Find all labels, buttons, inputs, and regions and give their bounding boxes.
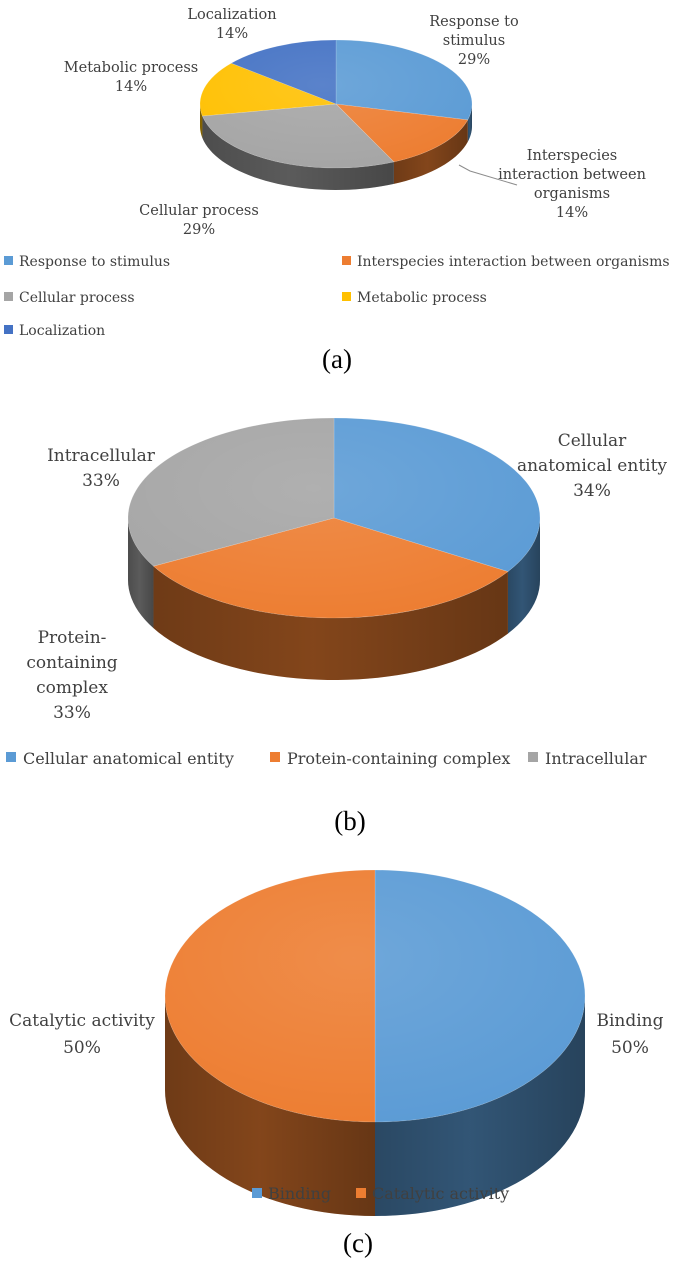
- chart-a-caption: (a): [322, 344, 352, 374]
- pie-side-shade: [165, 996, 375, 1216]
- legend-entry: Protein-containing complex: [287, 749, 510, 768]
- pie-side-shade: [200, 104, 203, 138]
- legend-entry: Cellular anatomical entity: [23, 749, 234, 768]
- chart-b-label-protein: Protein-containing complex 33%: [26, 628, 117, 723]
- legend-entry: Intracellular: [545, 749, 647, 768]
- pie-top-sheen: [200, 40, 472, 168]
- chart-a-legend: Response to stimulus Interspecies intera…: [4, 254, 670, 339]
- pie-top-sheen: [128, 418, 540, 618]
- chart-b-caption: (b): [334, 806, 365, 836]
- legend-entry: Response to stimulus: [19, 254, 170, 270]
- legend-swatch: [4, 292, 13, 301]
- legend-entry: Localization: [19, 323, 105, 339]
- legend-swatch: [6, 752, 16, 762]
- chart-a-leader-line: [458, 164, 518, 186]
- legend-swatch: [270, 752, 280, 762]
- chart-a-label-cellular: Cellular process 29%: [139, 203, 259, 238]
- legend-entry: Binding: [268, 1184, 331, 1203]
- pie-side-shade: [375, 996, 585, 1216]
- pie-side-shade: [128, 518, 154, 629]
- legend-swatch: [4, 325, 13, 334]
- chart-c-caption: (c): [343, 1228, 373, 1258]
- pie-side-shade: [153, 566, 508, 680]
- chart-a-label-response: Response to stimulus 29%: [429, 14, 518, 68]
- pie-side-shade: [507, 518, 540, 634]
- chart-a-label-localization: Localization 14%: [187, 7, 276, 42]
- chart-b-label-intracellular: Intracellular 33%: [47, 446, 156, 491]
- chart-a: Localization 14% Metabolic process 14% Res…: [4, 7, 670, 374]
- chart-a-pie: [199, 39, 473, 190]
- chart-a-label-interspecies: Interspecies interaction between organisms…: [498, 148, 646, 221]
- legend-swatch: [252, 1188, 262, 1198]
- pie-side-shade: [202, 115, 394, 190]
- pie-side-shade: [467, 104, 472, 142]
- legend-entry: Interspecies interaction between organis…: [357, 254, 670, 270]
- chart-b-pie: [127, 417, 541, 680]
- legend-swatch: [528, 752, 538, 762]
- legend-swatch: [342, 256, 351, 265]
- legend-entry: Metabolic process: [357, 290, 487, 306]
- pie-top-sheen: [165, 870, 585, 1122]
- chart-b-legend: Cellular anatomical entity Protein-conta…: [6, 749, 647, 768]
- legend-swatch: [342, 292, 351, 301]
- chart-c-label-binding: Binding 50%: [596, 1011, 663, 1058]
- chart-a-label-metabolic: Metabolic process 14%: [64, 60, 198, 95]
- chart-c-label-catalytic: Catalytic activity 50%: [9, 1011, 155, 1058]
- legend-swatch: [356, 1188, 366, 1198]
- chart-b-label-anatomical: Cellular anatomical entity 34%: [517, 431, 667, 501]
- pie-side-shade: [393, 119, 468, 184]
- legend-swatch: [4, 256, 13, 265]
- chart-c-pie: [164, 869, 586, 1216]
- chart-b: Intracellular 33% Cellular anatomical enti…: [6, 417, 667, 836]
- chart-c: Catalytic activity 50% Binding 50% Binding…: [9, 869, 664, 1258]
- legend-entry: Cellular process: [19, 290, 135, 306]
- chart-c-legend: Binding Catalytic activity: [252, 1184, 509, 1203]
- legend-entry: Catalytic activity: [372, 1184, 509, 1203]
